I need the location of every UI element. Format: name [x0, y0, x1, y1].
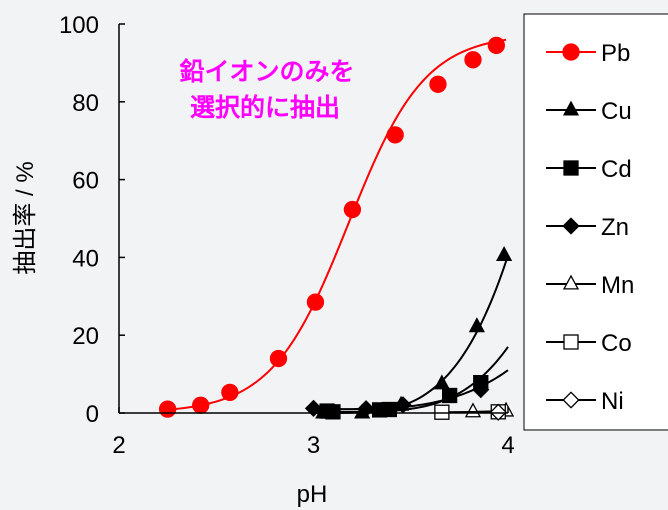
series-pb [158, 36, 507, 418]
series-ni [489, 403, 507, 421]
x-tick-label: 2 [112, 432, 125, 459]
data-point-cu [468, 317, 485, 333]
legend-item-pb: Pb [546, 40, 630, 67]
legend-label: Ni [601, 388, 624, 415]
legend-item-co: Co [546, 330, 632, 357]
data-point-pb [343, 200, 362, 219]
annotation-line-1: 鉛イオンのみを [179, 57, 354, 86]
legend-label: Zn [601, 214, 629, 241]
plot-area [158, 36, 515, 421]
annotation: 鉛イオンのみを 選択的に抽出 [179, 57, 354, 122]
data-point-pb [306, 293, 325, 311]
data-point-pb [221, 383, 239, 402]
legend-label: Mn [601, 272, 634, 299]
data-point-cd [381, 401, 398, 418]
data-point-co [434, 404, 450, 420]
x-axis-label: pH [297, 481, 328, 508]
legend-item-zn: Zn [546, 214, 629, 241]
legend-box [523, 13, 668, 431]
legend-marker [562, 43, 580, 61]
legend-marker [562, 391, 580, 409]
data-point-pb [487, 36, 505, 55]
data-point-pb [464, 51, 482, 69]
data-point-cd [325, 404, 341, 420]
data-point-pb [192, 396, 210, 414]
legend-marker [562, 217, 580, 235]
y-tick-label: 80 [72, 90, 99, 117]
data-point-pb [429, 75, 447, 93]
annotation-line-2: 選択的に抽出 [190, 93, 340, 122]
legend-marker [562, 274, 580, 290]
legend-marker [562, 100, 580, 116]
y-axis-label: 抽出率 / % [12, 161, 39, 274]
legend-label: Cu [601, 98, 632, 125]
series-line-pb [167, 38, 507, 411]
data-point-ni [489, 403, 507, 421]
y-tick-label: 0 [86, 401, 99, 428]
legend: Pb Cu Cd Zn Mn Co Ni [523, 13, 668, 431]
series-cd [313, 346, 509, 420]
x-tick-label: 3 [307, 432, 320, 459]
x-axis: 2 3 4 [112, 407, 515, 459]
y-tick-label: 100 [59, 12, 99, 39]
y-axis: 0 20 40 60 80 100 [59, 12, 125, 428]
legend-marker [563, 160, 579, 176]
data-point-zn [472, 381, 490, 399]
y-tick-label: 60 [72, 168, 99, 195]
y-tick-label: 40 [72, 245, 99, 272]
series-mn [464, 401, 515, 418]
legend-label: Co [601, 330, 632, 357]
legend-label: Cd [601, 156, 632, 183]
legend-item-ni: Ni [546, 388, 624, 415]
data-point-cu [433, 374, 450, 390]
data-point-pb [386, 126, 404, 144]
legend-label: Pb [601, 40, 630, 67]
y-tick-label: 20 [72, 323, 99, 350]
legend-item-cd: Cd [546, 156, 632, 183]
data-point-mn [464, 402, 482, 418]
data-point-pb [158, 400, 177, 418]
data-point-pb [269, 349, 288, 368]
legend-item-mn: Mn [546, 272, 634, 299]
legend-item-cu: Cu [546, 98, 632, 125]
legend-marker [563, 334, 579, 350]
data-point-cu [496, 246, 513, 262]
x-tick-label: 4 [501, 432, 514, 459]
